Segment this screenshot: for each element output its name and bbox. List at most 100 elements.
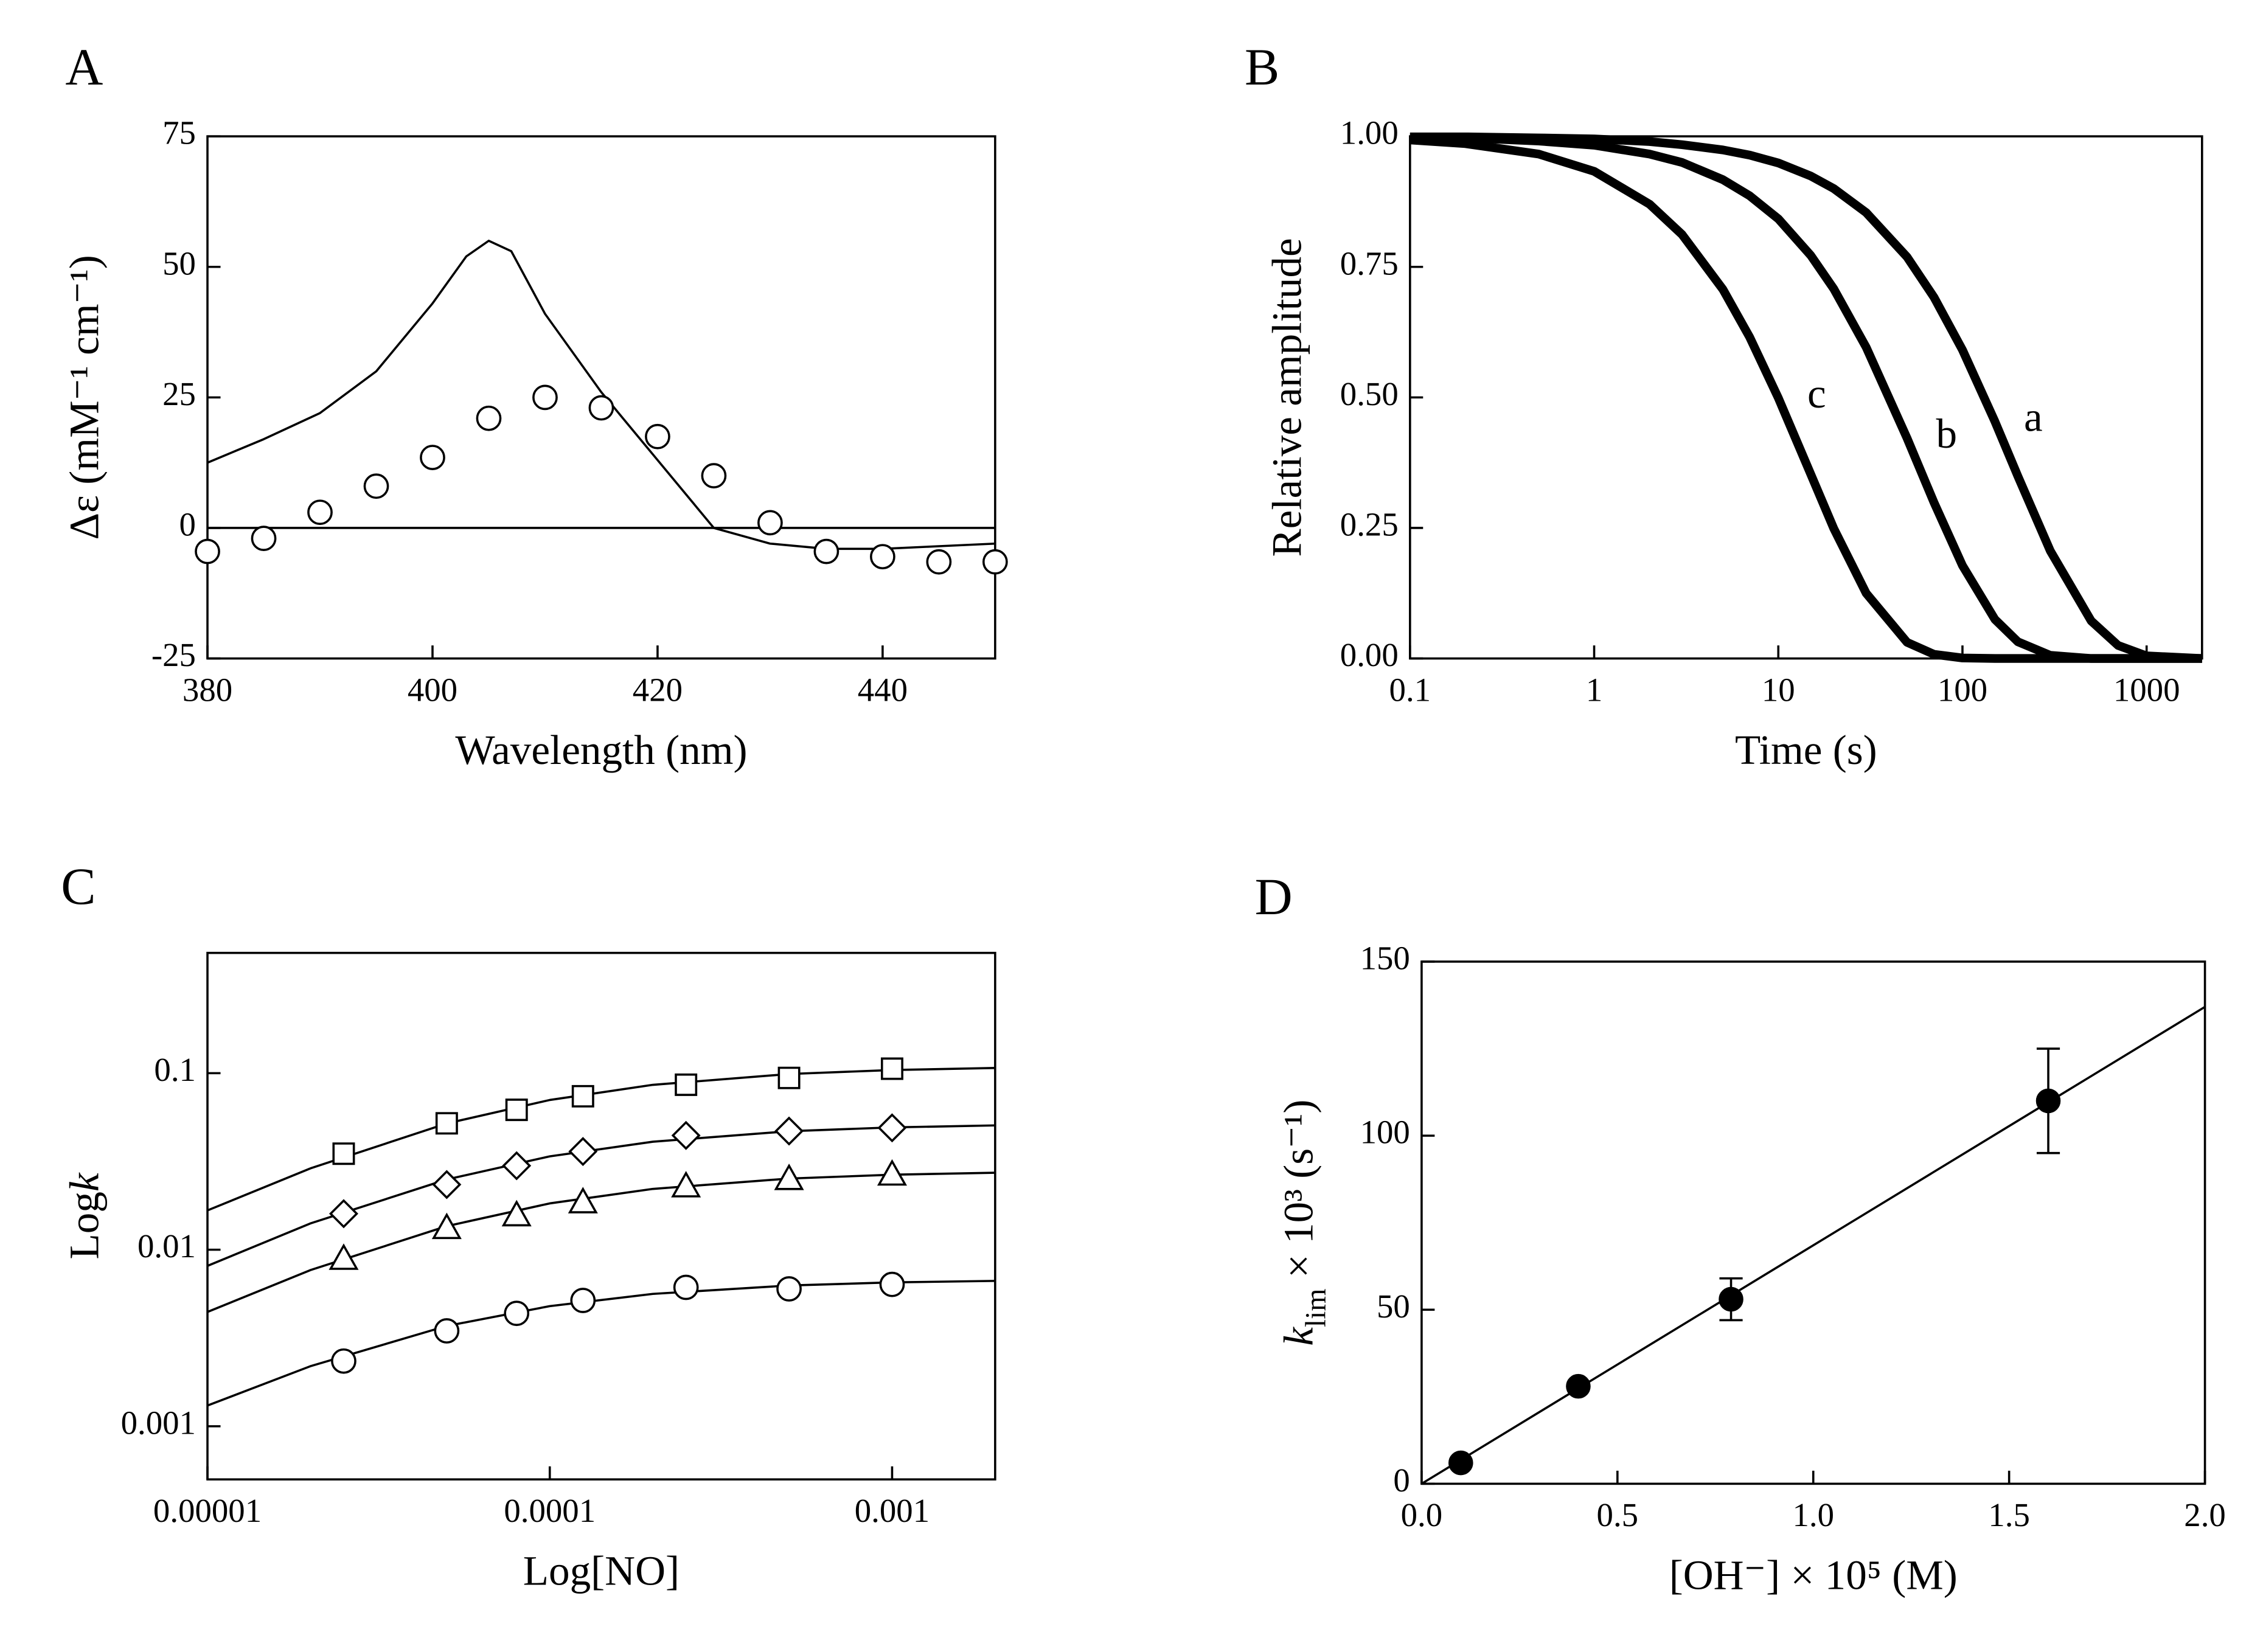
fit-line — [207, 1067, 995, 1212]
y-tick-label: -25 — [151, 636, 196, 673]
x-tick-label: 100 — [1938, 671, 1987, 708]
marker — [1719, 1286, 1743, 1312]
marker — [774, 1164, 804, 1190]
panel: C 0.00001 0.0001 0.001 0.001 0.01 0.1 Log[NO] Lo… — [60, 858, 996, 1594]
curve — [207, 240, 995, 550]
y-tick-label: 0 — [1393, 1462, 1410, 1499]
x-tick-label: 2.0 — [2184, 1496, 2226, 1533]
marker — [701, 463, 727, 488]
marker — [671, 1120, 701, 1150]
marker — [435, 1112, 458, 1135]
x-tick-label: 400 — [408, 671, 457, 708]
fit-line — [207, 1280, 995, 1407]
marker — [757, 510, 783, 536]
marker — [571, 1085, 594, 1108]
marker — [776, 1276, 802, 1302]
marker — [431, 1212, 462, 1240]
panel-letter: B — [1245, 38, 1279, 96]
y-tick-label: 25 — [162, 375, 196, 412]
marker — [532, 384, 558, 411]
y-tick-label: 50 — [1377, 1288, 1410, 1325]
marker — [671, 1171, 701, 1198]
marker — [476, 405, 502, 431]
y-tick-label: 0.001 — [121, 1404, 196, 1441]
y-axis-label: Relative amplitude — [1263, 238, 1310, 557]
fit-line — [207, 1171, 995, 1313]
plot-frame — [206, 951, 996, 1481]
marker — [332, 1142, 355, 1165]
y-tick-label: 75 — [162, 114, 196, 151]
curve — [1410, 136, 2202, 663]
marker — [1566, 1373, 1591, 1399]
x-tick-label: 440 — [858, 671, 908, 708]
curve-label: b — [1936, 410, 1958, 457]
marker — [926, 549, 952, 575]
x-tick-label: 1000 — [2113, 671, 2180, 708]
x-axis-label: Time (s) — [1735, 726, 1877, 773]
x-tick-label: 0.0 — [1401, 1496, 1443, 1533]
marker — [307, 499, 333, 526]
fit-line — [1420, 1005, 2206, 1485]
marker — [432, 1170, 462, 1199]
marker — [880, 1057, 903, 1080]
curve-label: c — [1807, 370, 1826, 417]
marker — [588, 395, 614, 421]
marker — [504, 1300, 530, 1327]
marker — [777, 1066, 801, 1089]
panel: D 0.0 0.5 1.0 1.5 2.0 0 50 100 150 [OH⁻] × 10⁵ (M)… — [1255, 868, 2226, 1598]
y-tick-label: 0.01 — [137, 1227, 196, 1265]
y-tick-label: 1.00 — [1340, 114, 1399, 151]
x-tick-label: 0.5 — [1597, 1496, 1639, 1533]
marker — [505, 1098, 528, 1122]
marker — [673, 1274, 699, 1300]
y-tick-label: 0.75 — [1340, 245, 1399, 282]
marker — [502, 1151, 532, 1181]
marker — [877, 1159, 907, 1186]
y-axis-label-part: Log — [60, 1192, 107, 1259]
x-axis-label: Log[NO] — [523, 1547, 680, 1594]
x-tick-label: 10 — [1762, 671, 1795, 708]
x-tick-label: 1.0 — [1792, 1496, 1834, 1533]
y-tick-label: 0.1 — [154, 1051, 196, 1088]
marker — [434, 1318, 460, 1344]
marker — [877, 1113, 907, 1143]
x-axis-label: Wavelength (nm) — [455, 726, 747, 773]
marker — [645, 423, 670, 449]
marker — [982, 549, 1008, 575]
y-axis-label: Δε (mM⁻¹ cm⁻¹) — [60, 255, 107, 540]
y-tick-label: 50 — [162, 245, 196, 282]
x-axis-label: [OH⁻] × 10⁵ (M) — [1669, 1552, 1958, 1598]
y-axis-label-part: k — [60, 1172, 107, 1192]
panel-letter: A — [65, 38, 103, 96]
x-tick-label: 380 — [182, 671, 232, 708]
x-tick-label: 0.001 — [855, 1492, 930, 1529]
x-tick-label: 0.1 — [1389, 671, 1431, 708]
y-tick-label: 100 — [1360, 1114, 1410, 1151]
y-tick-label: 150 — [1360, 940, 1410, 977]
marker — [251, 526, 277, 552]
curve-label: a — [2024, 394, 2043, 440]
y-tick-label: 0.25 — [1340, 506, 1399, 543]
y-tick-label: 0.00 — [1340, 636, 1399, 673]
marker — [570, 1288, 596, 1313]
panel: A 380 400 420 440 -25 0 25 50 75 Wavelength (nm) Δε… — [60, 38, 1008, 773]
marker — [328, 1243, 359, 1270]
panel-letter: D — [1255, 868, 1293, 926]
y-axis-label-part: k — [1274, 1327, 1321, 1346]
marker — [331, 1348, 356, 1374]
marker — [568, 1137, 598, 1167]
plot-frame — [1420, 960, 2206, 1485]
marker — [675, 1073, 698, 1096]
x-tick-label: 1 — [1586, 671, 1602, 708]
marker — [420, 445, 445, 470]
marker — [1448, 1450, 1473, 1476]
y-tick-label: 0 — [179, 506, 196, 543]
y-axis-label-part: Relative amplitude — [1263, 238, 1310, 557]
marker — [813, 538, 839, 564]
curve — [1410, 133, 2202, 663]
marker — [774, 1116, 804, 1146]
marker — [879, 1271, 905, 1297]
x-tick-label: 0.00001 — [153, 1492, 262, 1529]
